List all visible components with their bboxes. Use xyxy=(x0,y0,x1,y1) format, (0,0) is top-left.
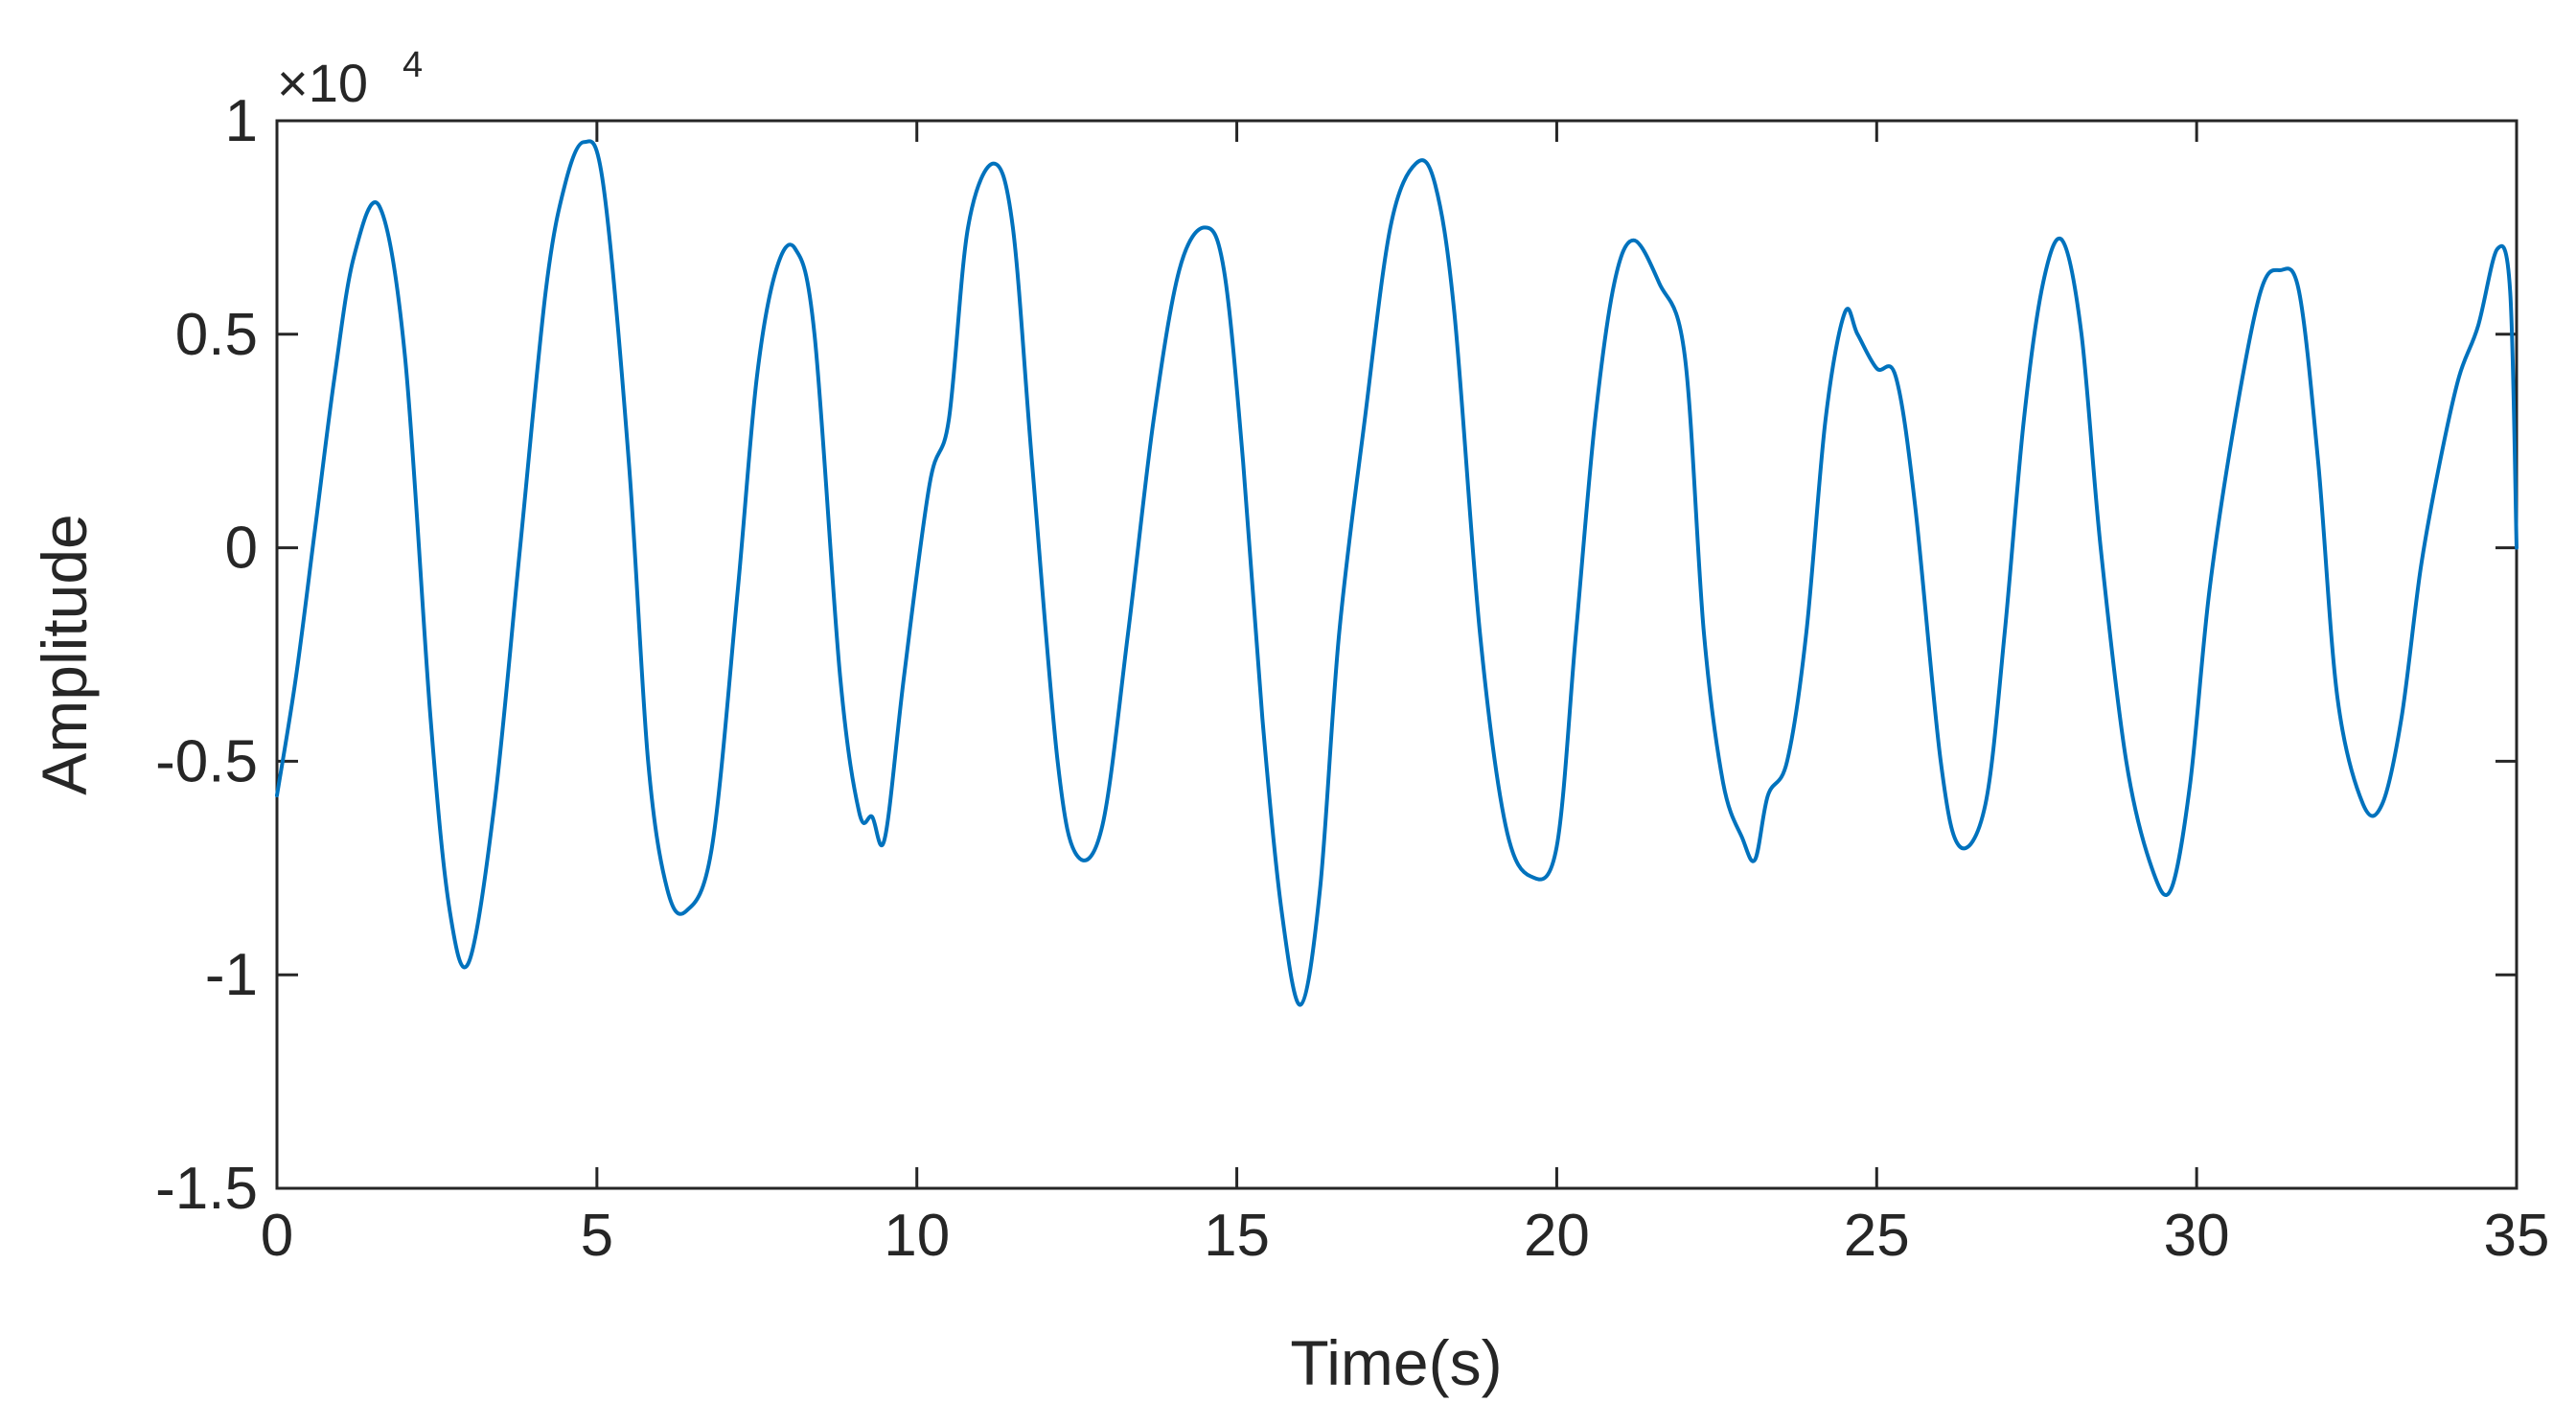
x-tick-label: 0 xyxy=(261,1203,293,1269)
x-tick-label: 5 xyxy=(581,1203,613,1269)
signal-line xyxy=(275,139,2518,1007)
y-tick-label: 1 xyxy=(225,88,258,154)
y-tick-label: -0.5 xyxy=(155,728,258,794)
x-tick-label: 10 xyxy=(884,1203,950,1269)
x-tick-label: 20 xyxy=(1524,1203,1590,1269)
y-axis-label: Amplitude xyxy=(29,514,100,795)
y-exponent-label: ×10 xyxy=(277,53,368,113)
x-tick-label: 30 xyxy=(2164,1203,2230,1269)
plot-area xyxy=(275,119,2518,1190)
x-tick-label: 35 xyxy=(2484,1203,2550,1269)
x-tick-label: 25 xyxy=(1844,1203,1910,1269)
y-exponent-power: 4 xyxy=(402,45,423,85)
y-ticks: -1.5 -1 -0.5 0 0.5 1 xyxy=(155,88,2517,1222)
x-ticks: 0 5 10 15 20 25 30 35 xyxy=(261,121,2550,1269)
y-tick-label: 0 xyxy=(225,516,258,582)
y-tick-label: -1.5 xyxy=(155,1156,258,1222)
x-tick-label: 15 xyxy=(1204,1203,1270,1269)
y-tick-label: 0.5 xyxy=(175,302,258,368)
y-tick-label: -1 xyxy=(205,942,258,1008)
x-axis-label: Time(s) xyxy=(1290,1327,1502,1398)
